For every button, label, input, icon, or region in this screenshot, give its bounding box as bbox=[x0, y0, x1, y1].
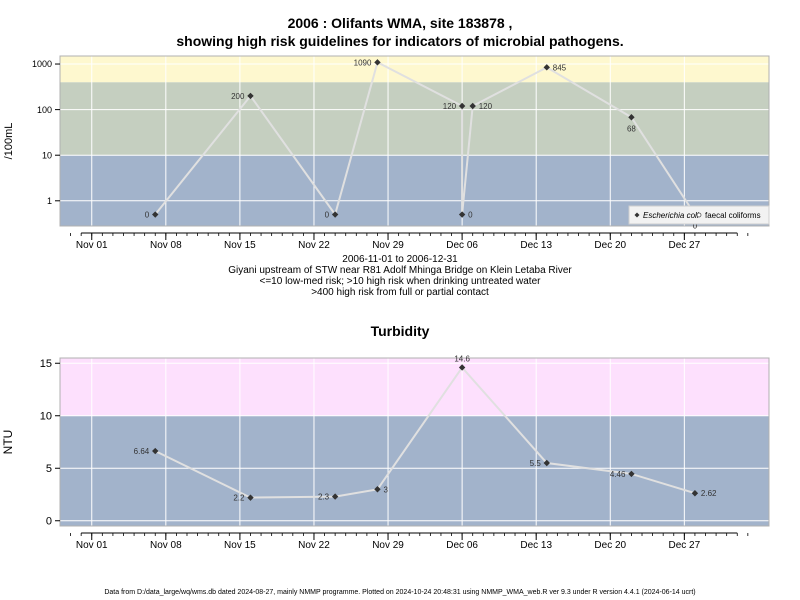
data-label: 4.46 bbox=[610, 470, 626, 479]
data-point bbox=[331, 493, 339, 500]
legend-marker-circle bbox=[696, 212, 702, 218]
x-tick-label: Dec 13 bbox=[520, 240, 552, 251]
x-tick-label: Nov 22 bbox=[298, 240, 330, 251]
x-tick-label: Nov 01 bbox=[76, 540, 108, 551]
data-point bbox=[543, 64, 550, 71]
legend-label: Escherichia coli bbox=[643, 211, 699, 220]
y-tick-label: 10 bbox=[40, 411, 52, 423]
y-tick-label: 1000 bbox=[32, 59, 52, 69]
data-label: 2.2 bbox=[233, 494, 245, 503]
data-point bbox=[374, 59, 381, 66]
data-point bbox=[543, 459, 550, 467]
data-label: 120 bbox=[443, 102, 457, 111]
data-label: 0 bbox=[693, 222, 698, 231]
risk-band-0 bbox=[60, 415, 769, 526]
y-axis-label: NTU bbox=[1, 430, 15, 455]
data-point bbox=[247, 92, 254, 100]
y-tick-label: 5 bbox=[46, 463, 52, 475]
date-range-caption: 2006-11-01 to 2006-12-31 bbox=[342, 254, 458, 265]
y-tick-label: 15 bbox=[40, 358, 52, 370]
x-tick-label: Dec 27 bbox=[668, 540, 700, 551]
legend-marker-diamond bbox=[634, 212, 640, 218]
legend-label: faecal coliforms bbox=[705, 211, 761, 220]
data-label: 6.64 bbox=[134, 447, 150, 456]
data-label: 3 bbox=[383, 485, 388, 494]
data-label: 0 bbox=[325, 211, 330, 220]
x-tick-label: Dec 13 bbox=[520, 540, 552, 551]
x-tick-label: Nov 08 bbox=[150, 240, 182, 251]
y-tick-label: 100 bbox=[37, 105, 52, 115]
data-label: 2.62 bbox=[701, 489, 717, 498]
data-label: 2.3 bbox=[318, 493, 330, 502]
data-point bbox=[152, 447, 159, 455]
microbial-chart: 1 10 100 1000/100mL Nov 01 Nov 08 Nov 15 Nov 22… bbox=[3, 55, 770, 251]
data-point bbox=[152, 211, 159, 218]
data-point bbox=[458, 102, 466, 110]
series-line bbox=[154, 365, 696, 499]
x-tick-label: Nov 15 bbox=[224, 540, 256, 551]
risk-band-1 bbox=[60, 82, 769, 156]
data-label: 0 bbox=[145, 211, 150, 220]
plot-frame bbox=[59, 55, 770, 227]
data-point bbox=[247, 494, 254, 501]
data-label: 1090 bbox=[354, 58, 372, 67]
footer-note: Data from D:/data_large/wq/wms.db dated … bbox=[104, 589, 696, 596]
x-tick-label: Dec 06 bbox=[446, 240, 478, 251]
chart-title-line-1: 2006 : Olifants WMA, site 183878 , bbox=[287, 15, 513, 31]
x-tick-label: Dec 20 bbox=[594, 240, 626, 251]
x-tick-label: Dec 20 bbox=[594, 540, 626, 551]
x-tick-label: Dec 06 bbox=[446, 540, 478, 551]
data-point bbox=[458, 211, 466, 218]
risk-band-2 bbox=[60, 56, 769, 83]
drinking-risk-caption: <=10 low-med risk; >10 high risk when dr… bbox=[259, 276, 541, 287]
x-tick-label: Dec 27 bbox=[668, 240, 700, 251]
data-label: 68 bbox=[627, 124, 636, 133]
x-tick-label: Nov 29 bbox=[372, 240, 404, 251]
plot-frame bbox=[59, 357, 770, 527]
data-label: 120 bbox=[479, 102, 493, 111]
data-point bbox=[628, 114, 635, 121]
data-label: 845 bbox=[553, 63, 567, 72]
risk-band-1 bbox=[60, 358, 769, 416]
x-tick-label: Nov 29 bbox=[372, 540, 404, 551]
data-label: 0 bbox=[468, 211, 473, 220]
y-tick-label: 0 bbox=[46, 516, 52, 528]
x-tick-label: Nov 22 bbox=[298, 540, 330, 551]
contact-risk-caption: >400 high risk from full or partial cont… bbox=[311, 287, 489, 298]
y-tick-label: 1 bbox=[47, 196, 52, 206]
data-label: 200 bbox=[231, 92, 245, 101]
x-tick-label: Nov 08 bbox=[150, 540, 182, 551]
data-label: 14.6 bbox=[454, 354, 470, 363]
chart-title-line-2: showing high risk guidelines for indicat… bbox=[176, 33, 624, 49]
data-label: 5.5 bbox=[530, 459, 542, 468]
data-point bbox=[458, 364, 466, 371]
y-axis-label: /100mL bbox=[3, 123, 15, 160]
x-tick-label: Nov 15 bbox=[224, 240, 256, 251]
data-point bbox=[628, 470, 635, 478]
series-line bbox=[154, 60, 696, 217]
data-point bbox=[469, 102, 476, 110]
site-caption: Giyani upstream of STW near R81 Adolf Mh… bbox=[228, 265, 572, 276]
data-point bbox=[374, 486, 381, 493]
turbidity-title: Turbidity bbox=[370, 323, 430, 339]
y-tick-label: 10 bbox=[42, 150, 52, 160]
x-tick-label: Nov 01 bbox=[76, 240, 108, 251]
data-point bbox=[331, 211, 339, 218]
data-point bbox=[691, 490, 699, 497]
